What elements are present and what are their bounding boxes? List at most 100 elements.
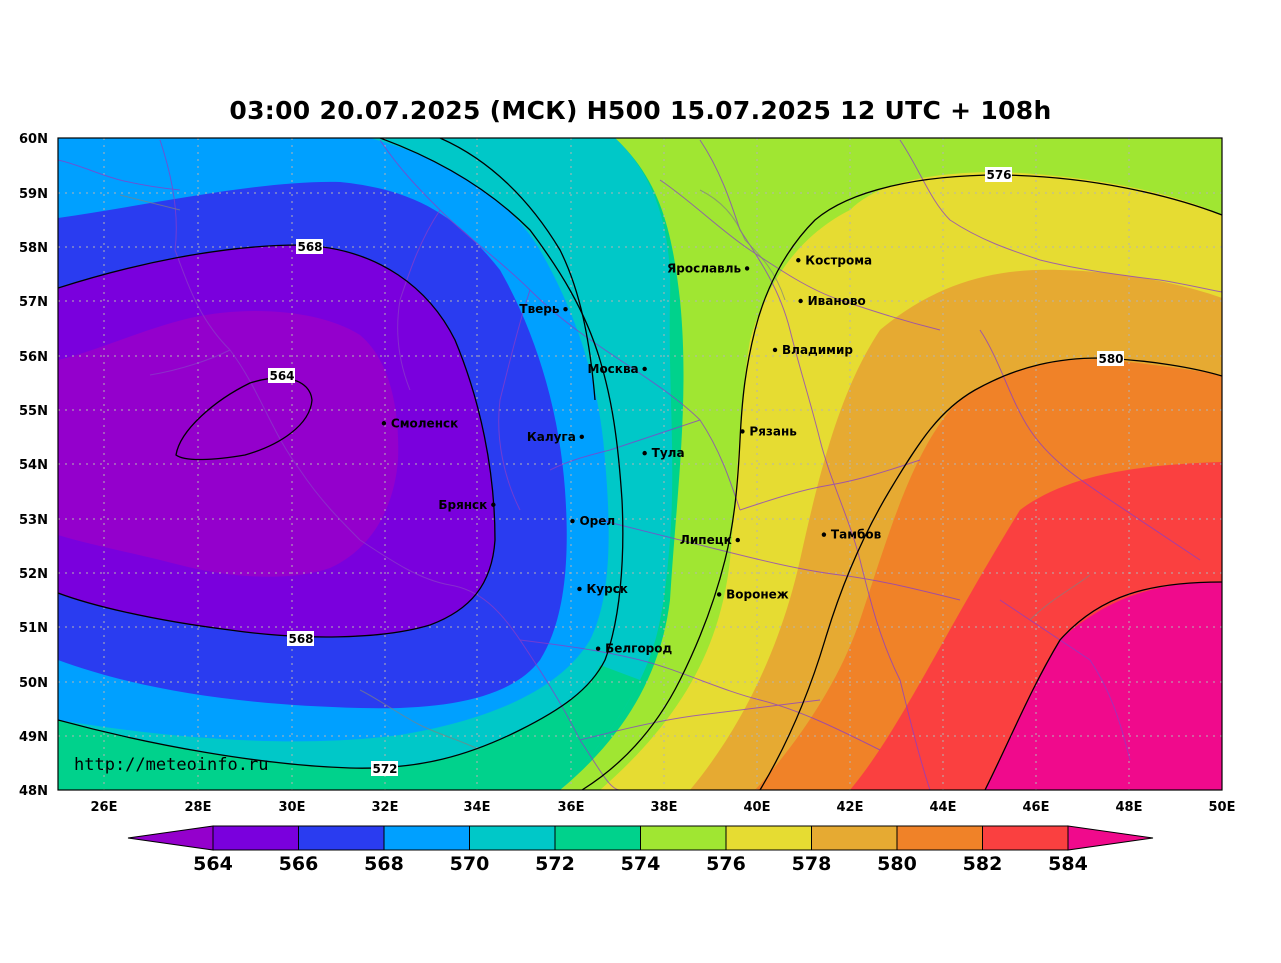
contour-label: 580 — [1098, 352, 1123, 366]
lon-label: 44E — [930, 800, 957, 815]
band-586 — [985, 582, 1222, 790]
lat-label: 54N — [19, 458, 48, 473]
lon-label: 36E — [558, 800, 585, 815]
lat-lon-grid — [58, 138, 1222, 790]
city: Калуга — [527, 430, 584, 444]
city: Белгород — [595, 642, 673, 656]
city-label: Калуга — [527, 430, 576, 444]
map-frame — [57, 137, 1223, 791]
colorbar-segment — [896, 825, 983, 851]
lat-label: 55N — [19, 404, 48, 419]
city-label: Тверь — [519, 302, 560, 316]
contour-label: 568 — [288, 632, 313, 646]
city-label: Владимир — [782, 343, 853, 357]
city-label: Орел — [579, 514, 615, 528]
lon-label: 32E — [372, 800, 399, 815]
city: Брянск — [438, 498, 496, 512]
geopotential-field — [58, 138, 1222, 790]
city-dot — [716, 592, 722, 597]
chart-title: 03:00 20.07.2025 (МСК) H500 15.07.2025 1… — [229, 96, 1052, 125]
city-label: Белгород — [605, 642, 672, 656]
colorbar-label: 566 — [279, 853, 319, 875]
city-label: Кострома — [805, 253, 872, 267]
city-dot — [491, 502, 496, 507]
lat-label: 51N — [19, 621, 48, 636]
watermark-url[interactable]: http://meteoinfo.ru — [74, 755, 268, 775]
colorbar-label: 564 — [193, 853, 233, 875]
colorbar-segment — [554, 825, 641, 851]
lon-label: 48E — [1116, 800, 1143, 815]
lon-label: 34E — [464, 800, 491, 815]
lat-label: 52N — [19, 567, 48, 582]
colorbar-over-arrow — [1067, 825, 1154, 851]
city-dot — [570, 518, 575, 524]
lon-label: 40E — [744, 800, 771, 815]
city-label: Ярославль — [667, 261, 741, 275]
colorbar-label: 580 — [877, 853, 917, 875]
city-label: Смоленск — [391, 416, 458, 430]
city-label: Рязань — [749, 424, 797, 438]
city-dot — [740, 429, 745, 434]
colorbar: 564 566 568 570 572 574 576 578 580 582 584 — [127, 825, 1154, 875]
band-574-south — [58, 665, 640, 790]
colorbar-segment — [725, 825, 812, 851]
colorbar-label: 568 — [364, 853, 404, 875]
latitude-labels: 60N 59N 58N 57N 56N 55N 54N 53N 52N 51N … — [19, 132, 48, 799]
contour-labels: 568 564 568 572 576 580 — [268, 167, 1124, 776]
lat-label: 48N — [19, 784, 48, 799]
city-dot — [772, 347, 778, 353]
city: Орел — [570, 514, 615, 528]
city-label: Тула — [652, 446, 685, 460]
lat-label: 56N — [19, 350, 48, 365]
city-label: Москва — [588, 362, 639, 376]
colorbar-segment — [383, 825, 470, 851]
city-dot — [821, 532, 827, 537]
colorbar-label: 582 — [963, 853, 1003, 875]
city-label: Курск — [586, 582, 627, 596]
colorbar-segment — [982, 825, 1069, 851]
city: Иваново — [798, 294, 866, 308]
city-dot — [642, 366, 647, 372]
lon-label: 30E — [279, 800, 306, 815]
city: Тула — [642, 446, 685, 460]
city-markers: Ярославль Кострома Иваново Тверь Владимир Мос… — [381, 253, 882, 656]
city: Рязань — [740, 424, 797, 438]
lon-label: 28E — [185, 800, 212, 815]
longitude-labels: 26E 28E 30E 32E 34E 36E 38E 40E 42E 44E … — [91, 800, 1236, 815]
colorbar-segment — [469, 825, 556, 851]
city-dot — [381, 421, 387, 426]
lat-label: 58N — [19, 241, 48, 256]
colorbar-segment — [811, 825, 898, 851]
colorbar-under-arrow — [127, 825, 214, 851]
band-562 — [176, 378, 312, 460]
contour-label: 564 — [269, 369, 294, 383]
city-dot — [735, 537, 740, 543]
city: Смоленск — [381, 416, 458, 430]
lat-label: 49N — [19, 730, 48, 745]
city-dot — [798, 298, 803, 304]
city-dot — [744, 266, 750, 271]
lat-label: 59N — [19, 187, 48, 202]
lat-label: 60N — [19, 132, 48, 147]
city: Ярославль — [667, 261, 750, 275]
colorbar-label: 570 — [450, 853, 490, 875]
city-dot — [796, 258, 801, 263]
city-label: Воронеж — [726, 587, 789, 601]
region-borders — [58, 139, 1222, 790]
lat-label: 57N — [19, 295, 48, 310]
colorbar-segment — [640, 825, 727, 851]
colorbar-label: 584 — [1048, 853, 1088, 875]
lon-label: 50E — [1209, 800, 1236, 815]
colorbar-label: 576 — [706, 853, 746, 875]
city-dot — [579, 434, 584, 440]
city: Тамбов — [821, 528, 882, 542]
colorbar-label: 578 — [792, 853, 832, 875]
city-label: Тамбов — [831, 528, 882, 542]
lat-label: 53N — [19, 513, 48, 528]
city-dot — [563, 306, 568, 312]
city-label: Брянск — [438, 498, 487, 512]
contour-label: 576 — [986, 168, 1011, 182]
city: Воронеж — [716, 587, 789, 601]
city: Липецк — [680, 533, 740, 547]
